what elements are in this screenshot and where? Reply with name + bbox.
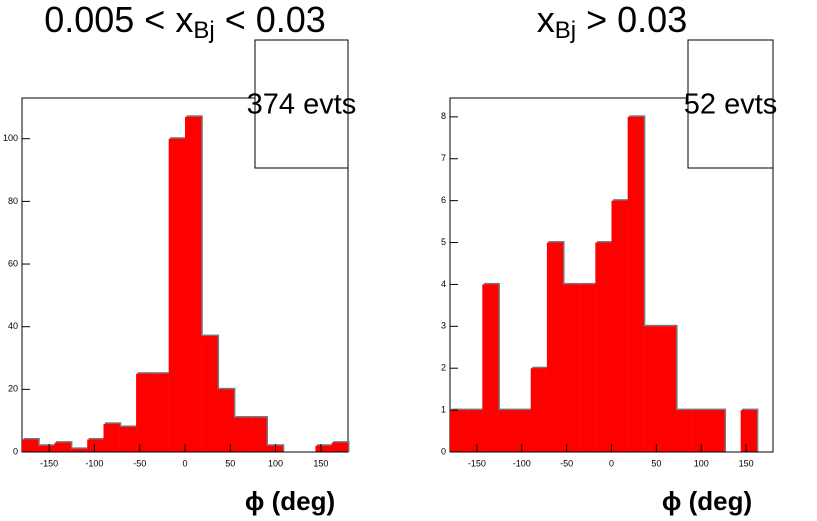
hist-bar <box>70 448 88 452</box>
title-sub: Bj <box>555 17 576 44</box>
x-tick-label: 150 <box>739 458 754 468</box>
title-sub: Bj <box>193 17 214 44</box>
hist-bar <box>87 439 104 452</box>
y-tick-label: 60 <box>8 258 18 268</box>
hist-bar <box>38 445 55 452</box>
y-tick-label: 40 <box>8 321 18 331</box>
stats-box <box>687 39 774 169</box>
x-axis-label: ϕ (deg) <box>662 486 752 516</box>
hist-bar <box>201 336 218 452</box>
hist-bar <box>482 284 499 452</box>
hist-bar <box>611 200 628 452</box>
hist-bar <box>466 410 483 452</box>
y-tick-label: 5 <box>441 237 446 247</box>
y-tick-label: 4 <box>441 279 446 289</box>
hist-bar <box>136 373 153 452</box>
x-tick-label: 50 <box>651 458 661 468</box>
y-tick-label: 3 <box>441 321 446 331</box>
hist-bar <box>54 442 71 452</box>
x-tick-label: -150 <box>468 458 486 468</box>
title-main: 0.005 < x <box>44 0 193 40</box>
hist-bar <box>185 116 202 453</box>
hist-bar <box>22 439 39 452</box>
x-tick-label: 0 <box>182 458 187 468</box>
stats-box <box>254 39 349 169</box>
hist-bar <box>530 368 547 452</box>
stats-label: 374 evts <box>247 89 357 121</box>
x-tick-label: 100 <box>268 458 283 468</box>
hist-bar <box>119 426 137 452</box>
hist-bar <box>514 410 531 452</box>
y-tick-label: 0 <box>441 446 446 456</box>
x-tick-label: 50 <box>225 458 235 468</box>
hist-bar <box>595 242 612 452</box>
chart-title: xBj > 0.03 <box>537 0 687 44</box>
hist-bar <box>692 410 709 452</box>
title-main: x <box>537 0 555 40</box>
hist-bar <box>579 284 596 452</box>
hist-bar <box>676 410 693 452</box>
x-tick-label: 150 <box>313 458 328 468</box>
x-tick-label: -100 <box>85 458 103 468</box>
hist-bar <box>740 410 757 452</box>
hist-bar <box>103 423 120 452</box>
hist-bar <box>563 284 580 452</box>
hist-bar <box>250 417 267 452</box>
x-tick-label: 0 <box>609 458 614 468</box>
y-tick-label: 0 <box>13 446 18 456</box>
x-axis-label: ϕ (deg) <box>245 486 335 516</box>
x-tick-label: -50 <box>560 458 573 468</box>
hist-bar <box>168 138 185 453</box>
hist-bar <box>233 417 251 452</box>
title-end: > 0.03 <box>576 0 687 40</box>
hist-bar <box>659 326 677 452</box>
hist-bar <box>546 242 564 452</box>
hist-bar <box>266 445 283 452</box>
chart-title: 0.005 < xBj < 0.03 <box>44 0 326 44</box>
x-tick-label: 100 <box>694 458 709 468</box>
hist-bar <box>315 445 332 452</box>
hist-bar <box>217 389 234 452</box>
stats-label: 52 evts <box>684 89 778 121</box>
hist-bar <box>627 116 644 452</box>
y-tick-label: 80 <box>8 196 18 206</box>
y-tick-label: 100 <box>3 133 18 143</box>
hist-bar <box>708 410 725 452</box>
hist-bar <box>152 373 169 452</box>
hist-bar <box>450 410 467 452</box>
hist-bar <box>498 410 515 452</box>
y-tick-label: 8 <box>441 111 446 121</box>
x-tick-label: -50 <box>133 458 146 468</box>
y-tick-label: 2 <box>441 363 446 373</box>
y-tick-label: 1 <box>441 404 446 414</box>
title-end: < 0.03 <box>215 0 326 40</box>
y-tick-label: 6 <box>441 195 446 205</box>
y-tick-label: 20 <box>8 384 18 394</box>
x-tick-label: -150 <box>40 458 58 468</box>
hist-bar <box>643 326 660 452</box>
y-tick-label: 7 <box>441 153 446 163</box>
x-tick-label: -100 <box>513 458 531 468</box>
hist-bar <box>331 442 348 452</box>
